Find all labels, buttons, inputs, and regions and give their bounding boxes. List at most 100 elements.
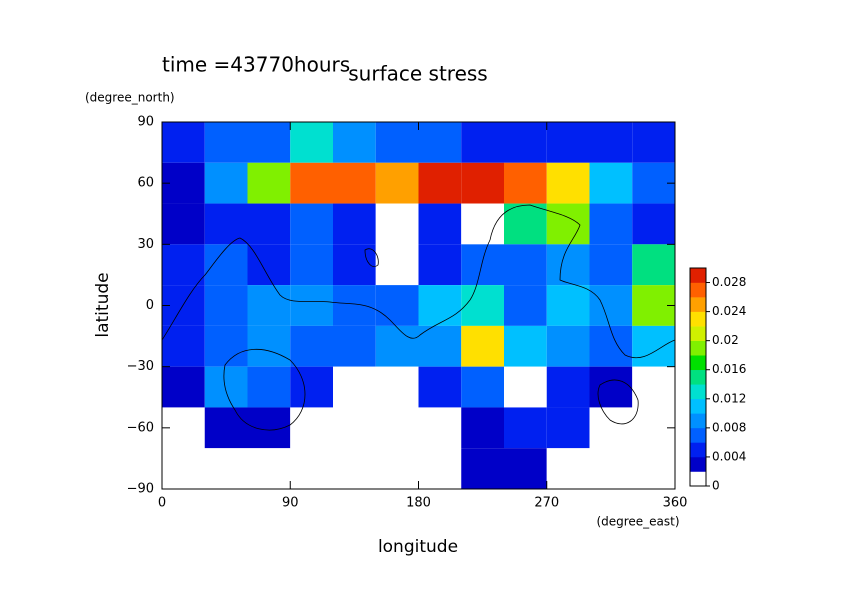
cell (589, 448, 633, 489)
y-axis-label: latitude (93, 272, 113, 337)
cell (632, 325, 675, 367)
cell (162, 203, 205, 245)
colorbar-tick-label: 0.008 (712, 420, 746, 434)
cell (333, 244, 376, 286)
cell (504, 366, 547, 408)
cell (333, 122, 376, 163)
colorbar-band (690, 398, 706, 414)
cell (375, 162, 419, 204)
coastline (597, 379, 639, 425)
cell (290, 325, 333, 367)
colorbar-band (690, 413, 706, 429)
x-tick-label: 360 (663, 496, 688, 511)
cell (461, 244, 504, 286)
cell (247, 122, 291, 163)
colorbar-tick-label: 0.016 (712, 362, 746, 376)
cell (632, 244, 675, 286)
cell (504, 407, 547, 449)
y-tick-label: −60 (127, 420, 154, 435)
cell (461, 203, 504, 245)
cell (247, 325, 291, 367)
axes: 0 90 180 270 360 −90 −60 −30 0 30 60 90 (127, 115, 688, 511)
colorbar-tick-label: 0.02 (712, 333, 739, 347)
cell (204, 448, 248, 489)
field (162, 122, 675, 489)
colorbar-band (690, 456, 706, 472)
chart-title: surface stress (348, 62, 487, 86)
cell (375, 448, 419, 489)
cell (418, 285, 462, 326)
y-tick-label: −90 (127, 482, 154, 497)
cell (632, 366, 675, 408)
cell (375, 122, 419, 163)
cell (290, 122, 333, 163)
cell (162, 448, 205, 489)
colorbar-band (690, 282, 706, 298)
cell (162, 366, 205, 408)
cell (461, 285, 504, 326)
cell (504, 285, 547, 326)
coastlines (161, 204, 676, 431)
y-tick-label: −30 (127, 359, 154, 374)
colorbar-band (690, 369, 706, 385)
cell (589, 203, 633, 245)
cell (375, 285, 419, 326)
cell (333, 325, 376, 367)
cell (290, 285, 333, 326)
cell (418, 366, 462, 408)
cell (204, 203, 248, 245)
cell (375, 366, 419, 408)
cell (247, 448, 291, 489)
cell (589, 285, 633, 326)
cell (247, 244, 291, 286)
y-tick-label: 60 (137, 176, 154, 191)
coastline (223, 348, 306, 431)
colorbar-band (690, 427, 706, 443)
cell (632, 122, 675, 163)
colorbar-band (690, 311, 706, 327)
cell (461, 162, 504, 204)
cell (162, 325, 205, 367)
cell (290, 162, 333, 204)
cell (589, 325, 633, 367)
x-tick-label: 270 (534, 496, 559, 511)
cell (418, 162, 462, 204)
cell (461, 448, 504, 489)
cell (546, 162, 590, 204)
cell (290, 244, 333, 286)
cell (333, 366, 376, 408)
cell (589, 407, 633, 449)
colorbar-band (690, 268, 706, 283)
coastline (161, 204, 676, 358)
cell (546, 325, 590, 367)
colorbar-band (690, 297, 706, 312)
cell (504, 448, 547, 489)
colorbar-band (690, 326, 706, 341)
cell (418, 407, 462, 449)
cell (418, 122, 462, 163)
cell (204, 122, 248, 163)
y-tick-label: 90 (137, 115, 154, 130)
y-tick-label: 0 (146, 298, 154, 313)
cell (204, 407, 248, 449)
colorbar-tick-label: 0.012 (712, 391, 746, 405)
colorbar-band (690, 384, 706, 400)
cell (546, 366, 590, 408)
cell (375, 203, 419, 245)
cell (504, 203, 547, 245)
cell (375, 244, 419, 286)
x-tick-label: 0 (158, 496, 166, 511)
cell (247, 285, 291, 326)
cell (504, 162, 547, 204)
y-units: (degree_north) (85, 91, 175, 105)
cell (546, 122, 590, 163)
x-tick-label: 180 (406, 496, 431, 511)
cell (204, 285, 248, 326)
cell (589, 366, 633, 408)
cell (204, 366, 248, 408)
subtitle: time =43770hours (162, 53, 350, 77)
colorbar-tick-label: 0.024 (712, 304, 746, 318)
cell (504, 325, 547, 367)
cell (375, 407, 419, 449)
